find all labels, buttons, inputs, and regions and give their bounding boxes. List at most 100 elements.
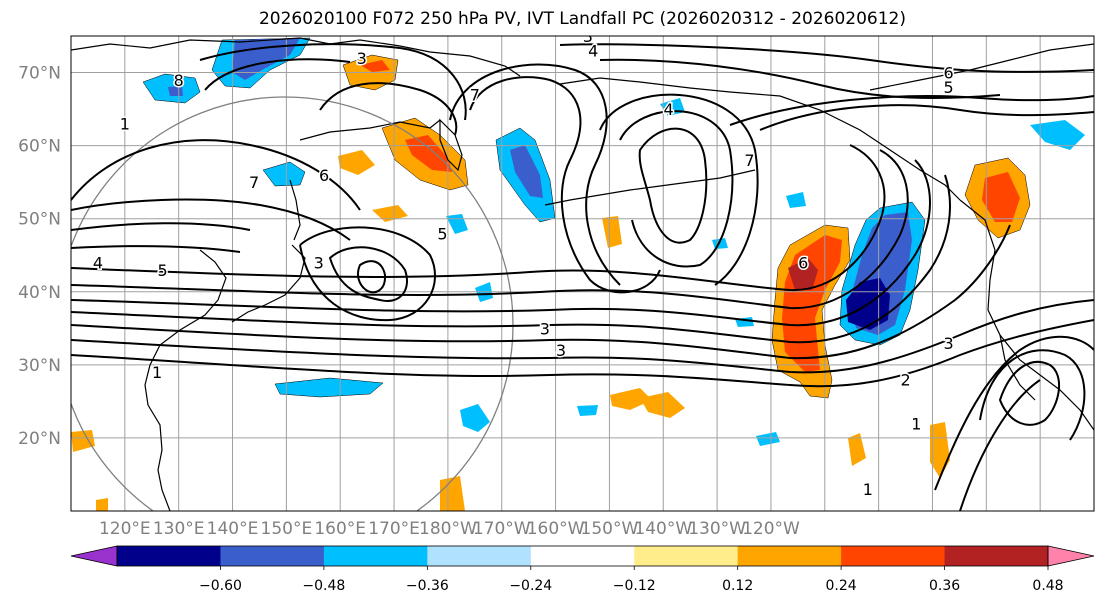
contour-label: 8 <box>174 71 184 90</box>
colorbar-frame <box>116 545 1049 567</box>
pv-contour-ridge-alaska-2 <box>619 110 734 268</box>
anomaly-negative-subtropic-band <box>274 377 384 398</box>
longitude-label: 170°E <box>368 519 420 539</box>
anomaly-positive-japan-north <box>338 150 375 175</box>
pv-contour-trough-bering <box>469 76 661 294</box>
latitude-labels: 70°N 60°N 50°N 40°N 30°N 20°N <box>18 64 61 449</box>
contour-label: 6 <box>798 254 808 273</box>
pv-contour-ridge-alaska <box>638 127 708 244</box>
anomaly-negative-subtropic-2 <box>460 404 490 432</box>
colorbar-tick-label: −0.24 <box>509 578 552 594</box>
pv-contour-west-japan <box>71 198 351 241</box>
colorbar-tick-labels: −0.60 −0.48 −0.36 −0.24 −0.12 0.12 0.24 0.36 0.4… <box>199 566 1064 594</box>
anomaly-positive-chukotka-core <box>360 60 390 72</box>
pv-contour-north-4 <box>559 43 1094 73</box>
longitude-label: 140°E <box>207 519 259 539</box>
contour-label: 5 <box>157 261 167 280</box>
latitude-label: 70°N <box>18 64 61 84</box>
longitude-label: 130°E <box>153 519 205 539</box>
pv-contour-low-japan-inner <box>357 260 387 294</box>
colorbar-bin <box>530 546 635 566</box>
pv-contour-2 <box>71 299 1094 374</box>
latitude-label: 30°N <box>18 356 61 376</box>
pv-contour-west-japan-3 <box>71 245 241 253</box>
pv-contour-north-5 <box>599 58 1001 99</box>
pv-contour-cutoff-mexico <box>998 360 1061 426</box>
coast-aleutians <box>544 169 756 206</box>
longitude-label: 120°E <box>99 519 151 539</box>
contour-label: 3 <box>357 49 367 68</box>
contour-label: 1 <box>152 363 162 382</box>
anomaly-negative-subtropic-3 <box>577 405 598 416</box>
longitude-label: 150°W <box>581 519 639 539</box>
contour-label: 7 <box>249 173 259 192</box>
contour-label: 4 <box>588 42 598 61</box>
anomaly-positive-subtropic-1 <box>610 388 652 410</box>
coast-canada-arctic <box>869 43 1094 91</box>
anomaly-positive-bc-core <box>982 172 1020 222</box>
contour-label: 2 <box>900 370 910 389</box>
pv-contour-1 <box>71 319 1094 388</box>
colorbar <box>70 545 1095 567</box>
colorbar-bin <box>117 546 221 566</box>
contour-label: 1 <box>911 414 921 433</box>
anomaly-negative-canada <box>1030 120 1085 150</box>
latitude-label: 50°N <box>18 210 61 230</box>
pv-contour-4 <box>71 174 951 344</box>
anomaly-positive-okhotsk-core <box>405 135 452 172</box>
anomaly-negative-bering-core <box>510 145 543 198</box>
pv-contour-cutoff-mexico-3 <box>934 335 1094 491</box>
contour-label: 3 <box>540 319 550 338</box>
coast-okhotsk <box>299 119 441 141</box>
contour-label: 3 <box>314 254 324 273</box>
anomaly-negative-arctic-kamchatka-core <box>232 38 300 80</box>
contour-label: 4 <box>664 100 674 119</box>
pv-contour-north-3 <box>319 82 458 136</box>
colorbar-tick-label: 0.48 <box>1032 578 1063 594</box>
colorbar-tick-label: 0.24 <box>826 578 857 594</box>
pv-contour-low-japan <box>328 246 408 302</box>
pv-contour-north-1 <box>199 43 467 121</box>
anomaly-negative-sakhalin <box>262 161 306 187</box>
colorbar-bin <box>220 546 325 566</box>
latitude-label: 60°N <box>18 137 61 157</box>
colorbar-bin <box>737 546 842 566</box>
coast-baja <box>999 334 1036 401</box>
coast-asia-south <box>147 404 171 511</box>
pv-contour-west-japan-4 <box>71 139 361 211</box>
map-frame <box>70 35 1095 512</box>
coast-japan <box>231 244 306 323</box>
map-panel-background <box>71 36 1094 511</box>
pv-contour-cutoff-mexico-2 <box>979 349 1086 441</box>
anomaly-positive-ne-pacific-small <box>602 216 622 248</box>
contour-label: 3 <box>944 334 954 353</box>
pv-contour-trough-bering-2 <box>449 63 621 286</box>
contour-label: 3 <box>556 341 566 360</box>
colorbar-tick-label: 0.12 <box>722 578 753 594</box>
longitude-labels: 120°E 130°E 140°E 150°E 160°E 170°E 180°W170°W… <box>99 519 800 539</box>
longitude-label: 120°W <box>742 519 800 539</box>
anomaly-negative-ne-pacific-4 <box>786 192 806 208</box>
longitude-label: 150°E <box>261 519 313 539</box>
colorbar-bin <box>323 546 428 566</box>
colorbar-extend-low <box>70 545 118 567</box>
longitude-label: 160°W <box>527 519 585 539</box>
contour-label: 4 <box>93 254 103 273</box>
contour-label: 5 <box>944 78 954 97</box>
pv-contour-6 <box>71 149 909 310</box>
anomaly-positive-dipole-core <box>788 258 818 290</box>
pv-contour-north-2 <box>204 58 351 91</box>
colorbar-bin <box>841 546 946 566</box>
anomaly-positive-west-pacific <box>71 430 95 452</box>
anomaly-positive-subtropic-2 <box>640 392 685 418</box>
contour-label: 5 <box>437 224 447 243</box>
anomaly-positive-marshall <box>440 476 465 511</box>
latitude-label: 40°N <box>18 283 61 303</box>
anomaly-negative-hawaii <box>756 432 780 446</box>
colorbar-tick-label: −0.48 <box>302 578 345 594</box>
pv-contour-north-6 <box>759 104 1094 131</box>
longitude-label: 170°W <box>473 519 531 539</box>
colorbar-bin <box>634 546 739 566</box>
